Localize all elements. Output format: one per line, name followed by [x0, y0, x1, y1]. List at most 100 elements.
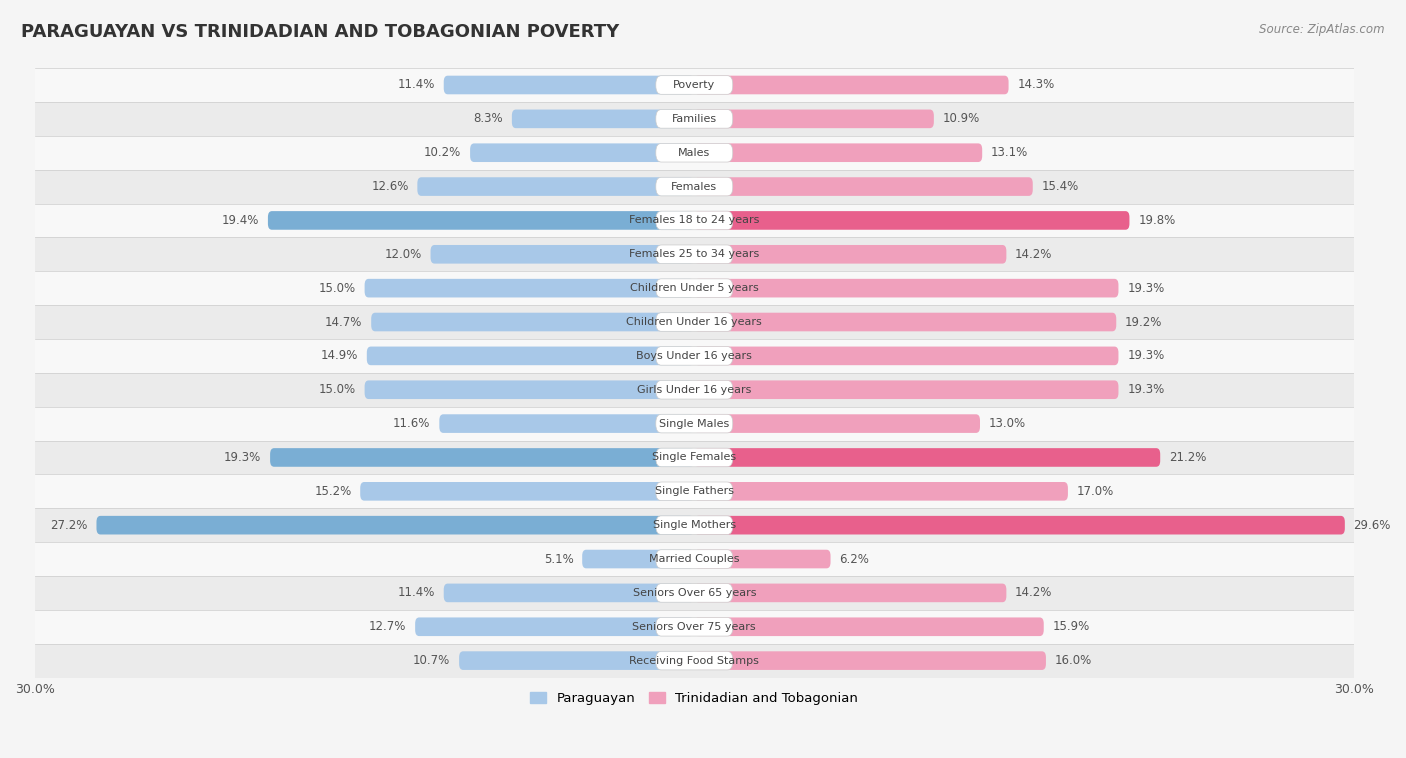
- FancyBboxPatch shape: [655, 211, 733, 230]
- FancyBboxPatch shape: [655, 346, 733, 365]
- Text: 8.3%: 8.3%: [474, 112, 503, 125]
- Text: Single Males: Single Males: [659, 418, 730, 428]
- FancyBboxPatch shape: [695, 550, 831, 568]
- Text: 14.7%: 14.7%: [325, 315, 363, 328]
- Text: 13.1%: 13.1%: [991, 146, 1028, 159]
- FancyBboxPatch shape: [655, 651, 733, 670]
- Text: Single Fathers: Single Fathers: [655, 487, 734, 496]
- FancyBboxPatch shape: [695, 346, 1118, 365]
- FancyBboxPatch shape: [582, 550, 695, 568]
- Text: 19.3%: 19.3%: [1128, 282, 1164, 295]
- Text: 12.7%: 12.7%: [368, 620, 406, 633]
- FancyBboxPatch shape: [655, 143, 733, 162]
- Bar: [35, 542, 1354, 576]
- Bar: [35, 237, 1354, 271]
- FancyBboxPatch shape: [695, 618, 1043, 636]
- Bar: [35, 203, 1354, 237]
- FancyBboxPatch shape: [695, 584, 1007, 602]
- FancyBboxPatch shape: [695, 313, 1116, 331]
- Text: Females: Females: [671, 182, 717, 192]
- Text: 15.9%: 15.9%: [1053, 620, 1090, 633]
- FancyBboxPatch shape: [695, 211, 1129, 230]
- Text: Receiving Food Stamps: Receiving Food Stamps: [630, 656, 759, 666]
- Text: 19.4%: 19.4%: [222, 214, 259, 227]
- Bar: [35, 271, 1354, 305]
- Text: Children Under 5 years: Children Under 5 years: [630, 283, 759, 293]
- Text: 15.4%: 15.4%: [1042, 180, 1078, 193]
- Bar: [35, 373, 1354, 406]
- Text: 11.4%: 11.4%: [398, 79, 434, 92]
- Text: 13.0%: 13.0%: [988, 417, 1026, 430]
- Text: 6.2%: 6.2%: [839, 553, 869, 565]
- FancyBboxPatch shape: [695, 245, 1007, 264]
- FancyBboxPatch shape: [695, 651, 1046, 670]
- Bar: [35, 644, 1354, 678]
- FancyBboxPatch shape: [655, 516, 733, 534]
- FancyBboxPatch shape: [655, 177, 733, 196]
- FancyBboxPatch shape: [655, 381, 733, 399]
- Text: 10.9%: 10.9%: [942, 112, 980, 125]
- Bar: [35, 509, 1354, 542]
- Text: 19.8%: 19.8%: [1139, 214, 1175, 227]
- FancyBboxPatch shape: [430, 245, 695, 264]
- Text: 14.9%: 14.9%: [321, 349, 359, 362]
- FancyBboxPatch shape: [655, 245, 733, 264]
- Text: 11.6%: 11.6%: [394, 417, 430, 430]
- FancyBboxPatch shape: [655, 584, 733, 602]
- FancyBboxPatch shape: [364, 381, 695, 399]
- Text: Seniors Over 75 years: Seniors Over 75 years: [633, 622, 756, 631]
- Text: 16.0%: 16.0%: [1054, 654, 1092, 667]
- Text: 14.3%: 14.3%: [1018, 79, 1054, 92]
- FancyBboxPatch shape: [655, 550, 733, 568]
- Text: 21.2%: 21.2%: [1168, 451, 1206, 464]
- Bar: [35, 102, 1354, 136]
- FancyBboxPatch shape: [655, 110, 733, 128]
- FancyBboxPatch shape: [470, 143, 695, 162]
- Bar: [35, 136, 1354, 170]
- Text: Females 25 to 34 years: Females 25 to 34 years: [628, 249, 759, 259]
- FancyBboxPatch shape: [655, 448, 733, 467]
- Text: 19.2%: 19.2%: [1125, 315, 1163, 328]
- Text: Boys Under 16 years: Boys Under 16 years: [637, 351, 752, 361]
- Text: Single Mothers: Single Mothers: [652, 520, 735, 530]
- FancyBboxPatch shape: [367, 346, 695, 365]
- Text: Single Females: Single Females: [652, 453, 737, 462]
- Text: 14.2%: 14.2%: [1015, 587, 1053, 600]
- FancyBboxPatch shape: [695, 415, 980, 433]
- Bar: [35, 170, 1354, 203]
- Text: 27.2%: 27.2%: [51, 518, 87, 531]
- FancyBboxPatch shape: [695, 76, 1008, 94]
- Bar: [35, 475, 1354, 509]
- FancyBboxPatch shape: [439, 415, 695, 433]
- FancyBboxPatch shape: [655, 482, 733, 500]
- Text: Females 18 to 24 years: Females 18 to 24 years: [628, 215, 759, 225]
- FancyBboxPatch shape: [512, 110, 695, 128]
- Text: 19.3%: 19.3%: [1128, 384, 1164, 396]
- FancyBboxPatch shape: [360, 482, 695, 500]
- FancyBboxPatch shape: [655, 415, 733, 433]
- Text: Seniors Over 65 years: Seniors Over 65 years: [633, 588, 756, 598]
- Text: 15.2%: 15.2%: [314, 485, 352, 498]
- Text: PARAGUAYAN VS TRINIDADIAN AND TOBAGONIAN POVERTY: PARAGUAYAN VS TRINIDADIAN AND TOBAGONIAN…: [21, 23, 619, 41]
- Text: 14.2%: 14.2%: [1015, 248, 1053, 261]
- Legend: Paraguayan, Trinidadian and Tobagonian: Paraguayan, Trinidadian and Tobagonian: [526, 687, 863, 710]
- FancyBboxPatch shape: [695, 381, 1118, 399]
- FancyBboxPatch shape: [270, 448, 695, 467]
- FancyBboxPatch shape: [415, 618, 695, 636]
- Text: 10.7%: 10.7%: [413, 654, 450, 667]
- FancyBboxPatch shape: [695, 110, 934, 128]
- Text: Married Couples: Married Couples: [650, 554, 740, 564]
- Bar: [35, 440, 1354, 475]
- FancyBboxPatch shape: [460, 651, 695, 670]
- Bar: [35, 339, 1354, 373]
- FancyBboxPatch shape: [371, 313, 695, 331]
- Bar: [35, 406, 1354, 440]
- FancyBboxPatch shape: [695, 177, 1033, 196]
- FancyBboxPatch shape: [695, 143, 983, 162]
- FancyBboxPatch shape: [655, 618, 733, 636]
- FancyBboxPatch shape: [695, 482, 1069, 500]
- Bar: [35, 576, 1354, 610]
- Text: 29.6%: 29.6%: [1354, 518, 1391, 531]
- Text: 15.0%: 15.0%: [319, 282, 356, 295]
- Text: 5.1%: 5.1%: [544, 553, 574, 565]
